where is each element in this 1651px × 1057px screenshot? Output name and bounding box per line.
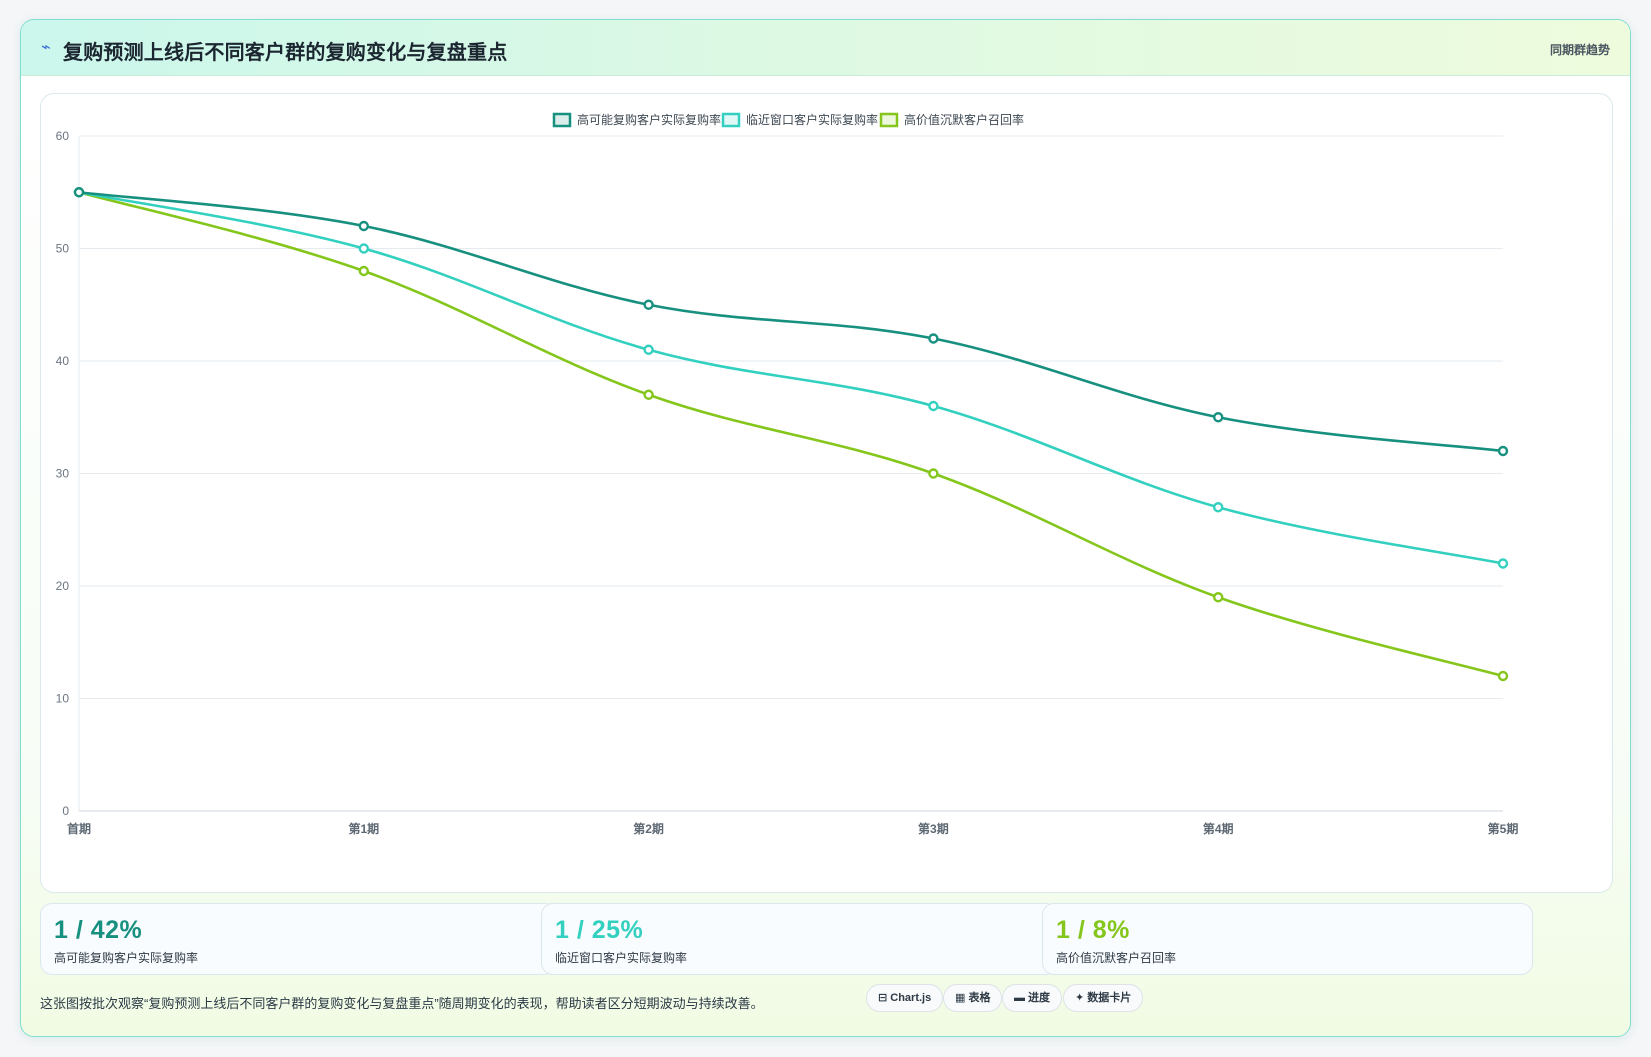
chip-chartjs[interactable]: ⊟ Chart.js: [866, 984, 944, 1012]
y-tick-label: 0: [62, 804, 69, 818]
chip-table[interactable]: ▦ 表格: [943, 984, 1003, 1012]
y-tick-label: 60: [56, 129, 70, 143]
chart-description: 这张图按批次观察“复购预测上线后不同客户群的复购变化与复盘重点”随周期变化的表现…: [40, 996, 764, 1011]
card-header: ⌁ 复购预测上线后不同客户群的复购变化与复盘重点 同期群趋势: [21, 20, 1630, 76]
y-tick-label: 10: [56, 692, 70, 706]
x-tick-label: 第5期: [1488, 821, 1519, 836]
data-point: [358, 243, 369, 254]
stat-label: 高价值沉默客户召回率: [1056, 951, 1177, 965]
chip-progress[interactable]: ▬ 进度: [1002, 984, 1063, 1012]
data-point: [643, 299, 654, 310]
stat-cards: 1 / 42% 高可能复购客户实际复购率 1 / 25% 临近窗口客户实际复购率…: [40, 903, 1613, 975]
data-point: [358, 265, 369, 277]
chart-card: ⌁ 复购预测上线后不同客户群的复购变化与复盘重点 同期群趋势 0 10 20 30 40…: [20, 19, 1631, 1037]
stat-card-3: 1 / 8% 高价值沉默客户召回率: [1042, 903, 1533, 975]
chip-data-card[interactable]: ✦ 数据卡片: [1063, 984, 1144, 1012]
data-point: [1497, 558, 1509, 569]
legend-swatch: [721, 112, 741, 128]
stat-card-1: 1 / 42% 高可能复购客户实际复购率: [40, 903, 557, 975]
data-point: [928, 333, 939, 344]
y-tick-label: 40: [56, 354, 70, 368]
stat-label: 高可能复购客户实际复购率: [54, 951, 199, 965]
x-tick-label: 第4期: [1203, 821, 1234, 836]
series-line-3: [78, 190, 1504, 678]
data-point: [643, 389, 654, 400]
x-tick-label: 首期: [67, 821, 91, 836]
series-line-1: [78, 190, 1504, 453]
page-title: 复购预测上线后不同客户群的复购变化与复盘重点: [63, 42, 508, 64]
data-point: [1497, 670, 1509, 682]
legend-label: 临近窗口客户实际复购率: [746, 112, 878, 127]
stat-value: 1 / 8%: [1056, 916, 1130, 944]
y-tick-label: 50: [56, 242, 70, 256]
stat-label: 临近窗口客户实际复购率: [555, 951, 688, 965]
data-point: [928, 400, 939, 412]
series-line-2: [78, 190, 1504, 565]
x-tick-label: 第2期: [633, 821, 664, 836]
data-point: [928, 468, 939, 479]
header-tag: 同期群趋势: [1549, 43, 1610, 57]
x-tick-label: 第3期: [918, 821, 949, 836]
legend-label: 高可能复购客户实际复购率: [577, 112, 721, 127]
stat-value: 1 / 25%: [555, 916, 644, 944]
y-tick-label: 30: [56, 467, 70, 481]
data-point: [643, 344, 654, 355]
data-point: [1212, 502, 1224, 513]
legend-label: 高价值沉默客户召回率: [904, 112, 1024, 127]
legend-swatch: [879, 112, 899, 128]
data-point: [1212, 592, 1224, 603]
stat-value: 1 / 42%: [54, 916, 143, 944]
data-point: [358, 220, 369, 232]
trend-line-icon: ⌁: [41, 39, 51, 56]
data-point: [73, 187, 85, 198]
y-tick-label: 20: [56, 579, 70, 593]
stat-card-2: 1 / 25% 临近窗口客户实际复购率: [541, 903, 1058, 975]
data-point: [1497, 445, 1509, 457]
legend-swatch: [552, 112, 572, 128]
line-chart: 0 10 20 30 40 50 60 首期 第1期 第2期 第3期 第4期 第5期 高可能复购客户实际复…: [56, 112, 1519, 836]
data-point: [1212, 412, 1224, 423]
x-tick-label: 第1期: [348, 821, 379, 836]
chart-panel: 0 10 20 30 40 50 60 首期 第1期 第2期 第3期 第4期 第5期 高可能复购客户实际复…: [40, 93, 1613, 893]
